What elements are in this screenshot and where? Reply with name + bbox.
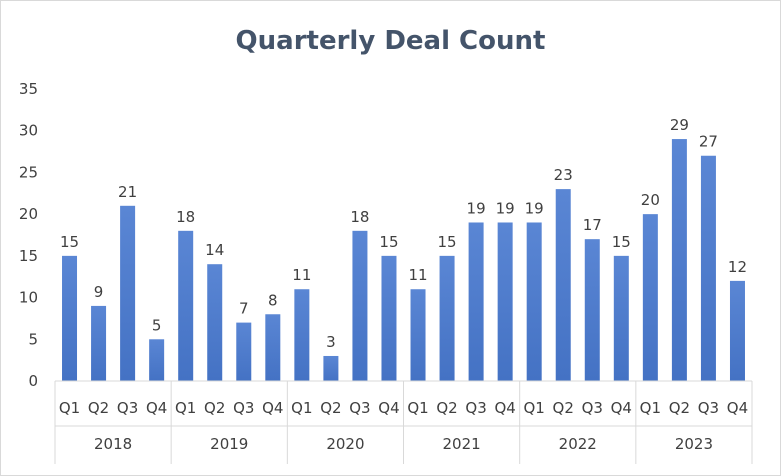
data-label: 15: [612, 233, 631, 251]
data-label: 23: [554, 166, 573, 184]
bar: [555, 189, 571, 381]
x-group-label: 2023: [675, 435, 713, 453]
x-tick-label: Q1: [291, 399, 312, 417]
data-label: 18: [350, 208, 369, 226]
data-label: 18: [176, 208, 195, 226]
data-label: 19: [496, 199, 515, 217]
x-tick-label: Q2: [320, 399, 341, 417]
bar: [120, 205, 136, 381]
x-tick-label: Q4: [146, 399, 167, 417]
data-label: 15: [438, 233, 457, 251]
data-label: 29: [670, 116, 689, 134]
data-label: 5: [152, 316, 162, 334]
bar: [265, 314, 281, 381]
data-label: 19: [467, 199, 486, 217]
chart-title: Quarterly Deal Count: [235, 26, 546, 56]
y-tick-label: 5: [28, 330, 38, 348]
data-label: 21: [118, 183, 137, 201]
x-tick-label: Q3: [582, 399, 603, 417]
data-label: 15: [379, 233, 398, 251]
data-label: 12: [728, 258, 747, 276]
data-label: 27: [699, 133, 718, 151]
bar: [468, 222, 484, 381]
bar: [294, 289, 310, 381]
x-tick-label: Q1: [175, 399, 196, 417]
bar: [91, 305, 107, 381]
y-tick-label: 10: [19, 289, 38, 307]
data-label: 9: [94, 283, 104, 301]
x-tick-label: Q4: [378, 399, 399, 417]
bar: [700, 155, 716, 381]
x-group-label: 2021: [442, 435, 480, 453]
x-tick-label: Q4: [727, 399, 748, 417]
bar: [236, 322, 252, 381]
data-label: 3: [326, 333, 336, 351]
bar: [352, 230, 368, 381]
data-label: 11: [292, 266, 311, 284]
data-label: 7: [239, 300, 249, 318]
bar: [642, 214, 658, 381]
data-label: 14: [205, 241, 224, 259]
y-tick-label: 0: [28, 372, 38, 390]
y-tick-label: 25: [19, 163, 38, 181]
x-tick-label: Q3: [233, 399, 254, 417]
bar: [671, 139, 687, 381]
y-tick-label: 20: [19, 205, 38, 223]
bar: [62, 255, 78, 381]
data-label: 8: [268, 291, 278, 309]
bar: [149, 339, 165, 381]
bar: [584, 239, 600, 381]
x-group-label: 2019: [210, 435, 248, 453]
y-tick-label: 30: [19, 122, 38, 140]
x-tick-label: Q2: [88, 399, 109, 417]
x-tick-label: Q1: [640, 399, 661, 417]
bar: [323, 355, 339, 381]
x-tick-label: Q3: [465, 399, 486, 417]
bar: [613, 255, 629, 381]
bar: [207, 264, 223, 381]
x-tick-label: Q4: [494, 399, 515, 417]
bar: [410, 289, 426, 381]
x-tick-label: Q3: [349, 399, 370, 417]
y-tick-label: 15: [19, 247, 38, 265]
bar: [729, 280, 745, 381]
data-label: 17: [583, 216, 602, 234]
x-tick-label: Q2: [436, 399, 457, 417]
x-tick-label: Q1: [524, 399, 545, 417]
data-label: 15: [60, 233, 79, 251]
data-label: 20: [641, 191, 660, 209]
bar: [439, 255, 455, 381]
x-group-label: 2022: [559, 435, 597, 453]
x-tick-label: Q3: [117, 399, 138, 417]
data-label: 11: [408, 266, 427, 284]
bar: [497, 222, 513, 381]
x-tick-label: Q1: [407, 399, 428, 417]
data-label: 19: [525, 199, 544, 217]
x-tick-label: Q2: [204, 399, 225, 417]
y-tick-label: 35: [19, 80, 38, 98]
x-tick-label: Q4: [611, 399, 632, 417]
bar: [526, 222, 542, 381]
x-tick-label: Q1: [59, 399, 80, 417]
x-group-label: 2020: [326, 435, 364, 453]
x-tick-label: Q2: [669, 399, 690, 417]
x-group-label: 2018: [94, 435, 132, 453]
x-tick-label: Q3: [698, 399, 719, 417]
x-tick-label: Q4: [262, 399, 283, 417]
bar: [381, 255, 397, 381]
x-tick-label: Q2: [553, 399, 574, 417]
bar: [178, 230, 194, 381]
